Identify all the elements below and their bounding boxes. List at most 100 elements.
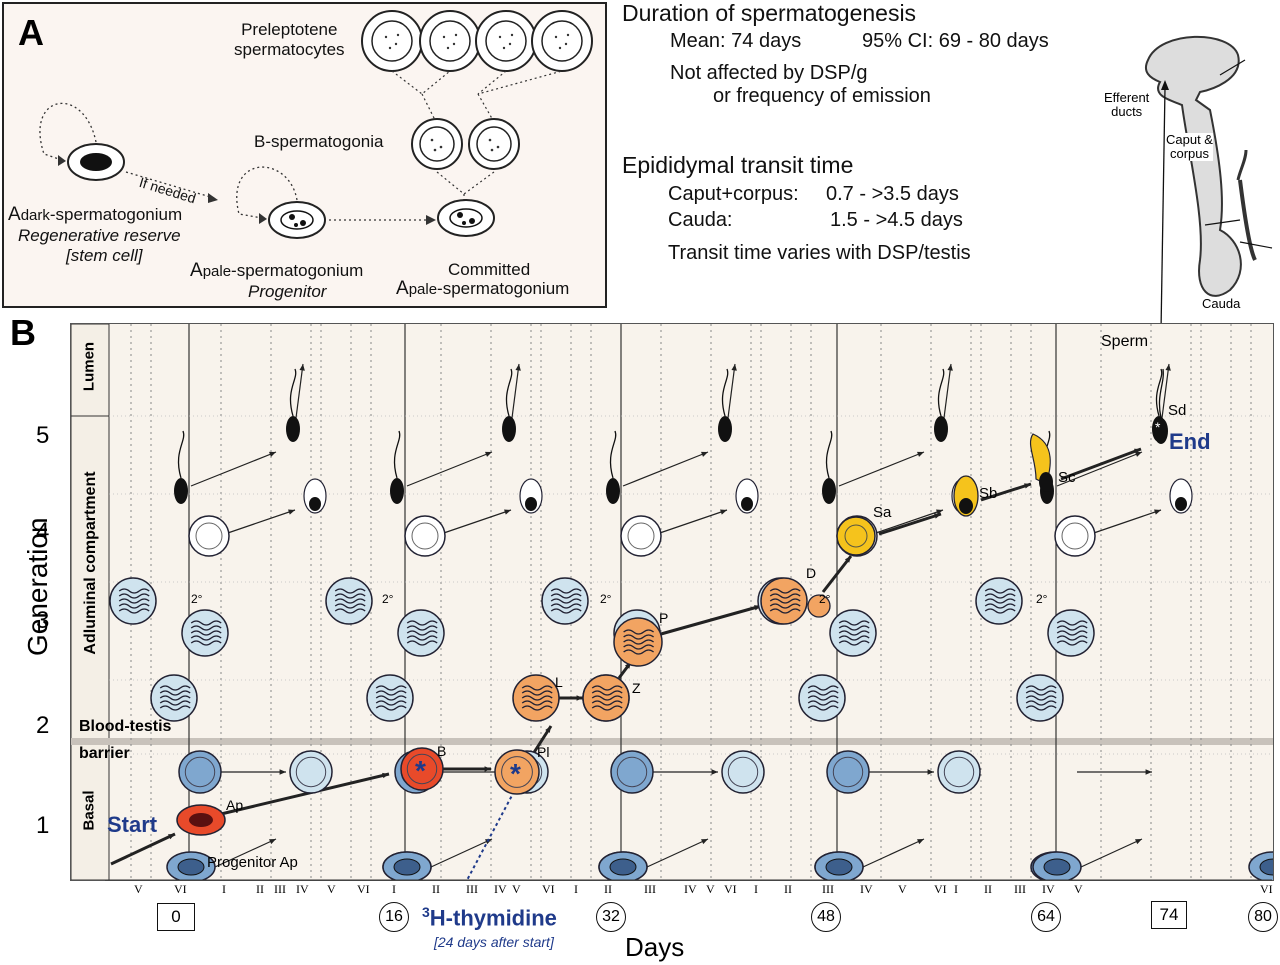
- stage-numeral: I: [222, 882, 226, 896]
- chromatin: [521, 705, 553, 711]
- chromatin: [159, 700, 191, 706]
- acrosome: [195, 522, 223, 550]
- chromatin: [1056, 635, 1088, 641]
- released-sperm-cell: [934, 416, 948, 442]
- secondary-label-5: 2°: [1036, 592, 1048, 606]
- nucleus: [741, 497, 753, 511]
- secondary-label-4: 2°: [819, 592, 831, 606]
- chromatin: [591, 705, 623, 711]
- chromatin: [334, 598, 366, 604]
- inner-ring: [501, 756, 533, 788]
- released-sperm-cell: [502, 416, 516, 442]
- flagellum: [505, 368, 513, 417]
- chromatin: [769, 598, 801, 604]
- b-spermatogonia-label: B-spermatogonia: [254, 132, 384, 151]
- chromatin: [807, 685, 839, 691]
- barrier-label-2: barrier: [79, 745, 130, 762]
- chromatin: [406, 635, 438, 641]
- sc-to-sd-arrow: [1060, 447, 1142, 481]
- caput-corpus-label: Caput & corpus: [1166, 132, 1213, 161]
- day-0-box: 0: [157, 903, 195, 931]
- progenitor-arrow: [646, 838, 709, 868]
- chromatin: [159, 685, 191, 691]
- p-to-d-arrow: [660, 604, 762, 636]
- nucleus: [309, 497, 321, 511]
- committed-apale-label: Apale-spermatogonium: [396, 278, 570, 299]
- sperm-arrow: [406, 451, 493, 487]
- spermatid-arrow: [218, 509, 296, 537]
- sa-label: Sa: [873, 504, 892, 521]
- basal-label: Basal: [80, 790, 98, 831]
- chromatin: [334, 593, 366, 599]
- stage-numeral: V: [898, 882, 907, 896]
- b-label: B: [437, 743, 447, 759]
- arrow-head: [484, 766, 491, 772]
- arrow-head: [288, 509, 295, 515]
- sperm-label: Sperm: [1101, 333, 1149, 350]
- chromatin: [591, 700, 623, 706]
- released-sperm-cell: [718, 416, 732, 442]
- stage-numeral: II: [784, 882, 792, 896]
- mature-sperm-cell: [390, 478, 404, 504]
- progenitor-arrow: [862, 838, 925, 868]
- chromatin: [984, 603, 1016, 609]
- chromatin: [521, 695, 553, 701]
- flagellum: [937, 368, 945, 417]
- arrow-head: [844, 556, 851, 563]
- arrow-head: [1154, 509, 1161, 515]
- arrow-head: [1135, 839, 1142, 845]
- apale-cell: [268, 201, 326, 239]
- stage-numeral: VI: [724, 882, 737, 896]
- arrow-head: [1135, 451, 1142, 457]
- stage-numeral: II: [984, 882, 992, 896]
- stage-numeral: IV: [860, 882, 873, 896]
- arrow-head: [927, 769, 934, 775]
- ap-label: Ap: [226, 797, 244, 813]
- stage-numeral: IV: [684, 882, 697, 896]
- chromatin: [769, 603, 801, 609]
- sperm-arrow: [190, 451, 277, 487]
- arrow-head: [168, 834, 175, 840]
- stem-cell-label: [stem cell]: [66, 246, 143, 265]
- stage-numeral: III: [822, 882, 834, 896]
- arrow-head: [382, 772, 389, 779]
- arrow-head: [701, 451, 708, 457]
- chromatin: [521, 690, 553, 696]
- progenitor-arrow: [214, 838, 277, 868]
- panel-a-label: A: [18, 12, 44, 53]
- stage-numeral: IV: [296, 882, 309, 896]
- y-axis-title: Generation: [22, 517, 53, 656]
- chromatin: [334, 603, 366, 609]
- arrow-head: [545, 726, 551, 733]
- chromatin: [623, 634, 655, 640]
- chromatin: [623, 644, 655, 650]
- arrow-head: [936, 509, 943, 515]
- end-label: End: [1169, 429, 1211, 454]
- caput-label: Caput+corpus:: [668, 183, 799, 205]
- p-highlight-cell: [613, 617, 663, 667]
- arrow-head: [576, 695, 583, 701]
- chromatin: [406, 625, 438, 631]
- apale-label: Apale-spermatogonium: [190, 260, 364, 281]
- chromatin: [159, 695, 191, 701]
- nucleus: [189, 813, 213, 827]
- chromatin: [984, 598, 1016, 604]
- sperm-arrow: [622, 451, 709, 487]
- chromatin: [1025, 700, 1057, 706]
- acrosome: [627, 522, 655, 550]
- stage-numeral: IV: [494, 882, 507, 896]
- panel-b-label: B: [10, 312, 36, 353]
- inner-ring: [943, 756, 975, 788]
- chromatin: [984, 593, 1016, 599]
- day-80-circle: 80: [1248, 902, 1278, 932]
- arrow-head: [279, 769, 286, 775]
- spermatid-arrow: [650, 509, 728, 537]
- preleptotene-label: Preleptotene spermatocytes: [234, 20, 345, 59]
- day-16-circle: 16: [379, 902, 409, 932]
- arrow-head: [1165, 364, 1171, 371]
- day-74-box: 74: [1151, 901, 1187, 929]
- nucleus: [393, 858, 421, 876]
- chromatin: [550, 603, 582, 609]
- chromatin: [1025, 705, 1057, 711]
- end-star: *: [1155, 419, 1161, 435]
